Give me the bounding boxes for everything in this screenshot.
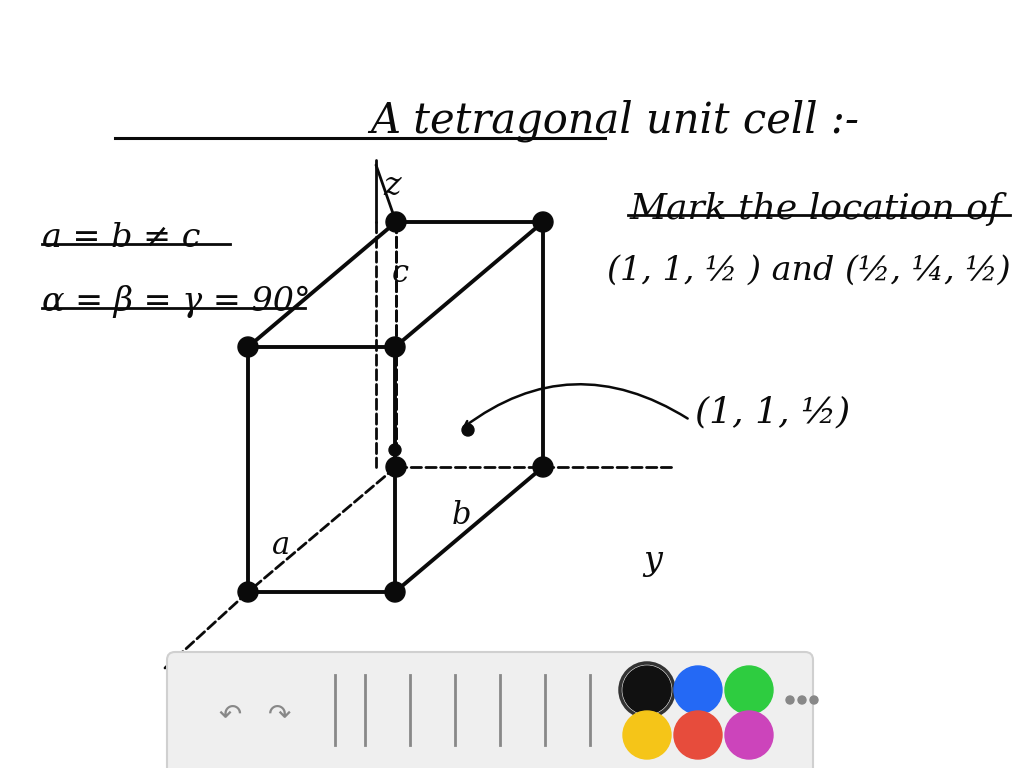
Circle shape: [623, 711, 671, 759]
Circle shape: [725, 711, 773, 759]
Text: y: y: [643, 545, 662, 577]
Circle shape: [386, 212, 406, 232]
Text: α = β = γ = 90°: α = β = γ = 90°: [42, 285, 310, 318]
Text: (1, 1, ½): (1, 1, ½): [695, 395, 850, 429]
Text: x: x: [188, 658, 207, 690]
Circle shape: [810, 696, 818, 704]
Circle shape: [534, 212, 553, 232]
Circle shape: [462, 424, 474, 436]
Circle shape: [385, 582, 406, 602]
Circle shape: [725, 666, 773, 714]
Text: ↶: ↶: [218, 701, 242, 729]
Circle shape: [623, 666, 671, 714]
Circle shape: [674, 711, 722, 759]
Text: A tetragonal unit cell :-: A tetragonal unit cell :-: [370, 100, 859, 143]
Text: (1, 1, ½ ) and (½, ¼, ½): (1, 1, ½ ) and (½, ¼, ½): [607, 255, 1011, 287]
Circle shape: [674, 666, 722, 714]
Circle shape: [385, 337, 406, 357]
Circle shape: [238, 337, 258, 357]
Circle shape: [786, 696, 794, 704]
Text: Mark the location of: Mark the location of: [630, 192, 1002, 226]
Text: ↷: ↷: [268, 701, 292, 729]
Text: z: z: [383, 170, 400, 202]
Circle shape: [238, 582, 258, 602]
Text: c: c: [392, 258, 410, 289]
FancyBboxPatch shape: [167, 652, 813, 768]
Text: b: b: [452, 500, 471, 531]
Text: a = b ≠ c: a = b ≠ c: [42, 222, 201, 254]
Circle shape: [534, 457, 553, 477]
Circle shape: [798, 696, 806, 704]
Circle shape: [389, 444, 401, 456]
Text: a: a: [272, 530, 290, 561]
Circle shape: [386, 457, 406, 477]
